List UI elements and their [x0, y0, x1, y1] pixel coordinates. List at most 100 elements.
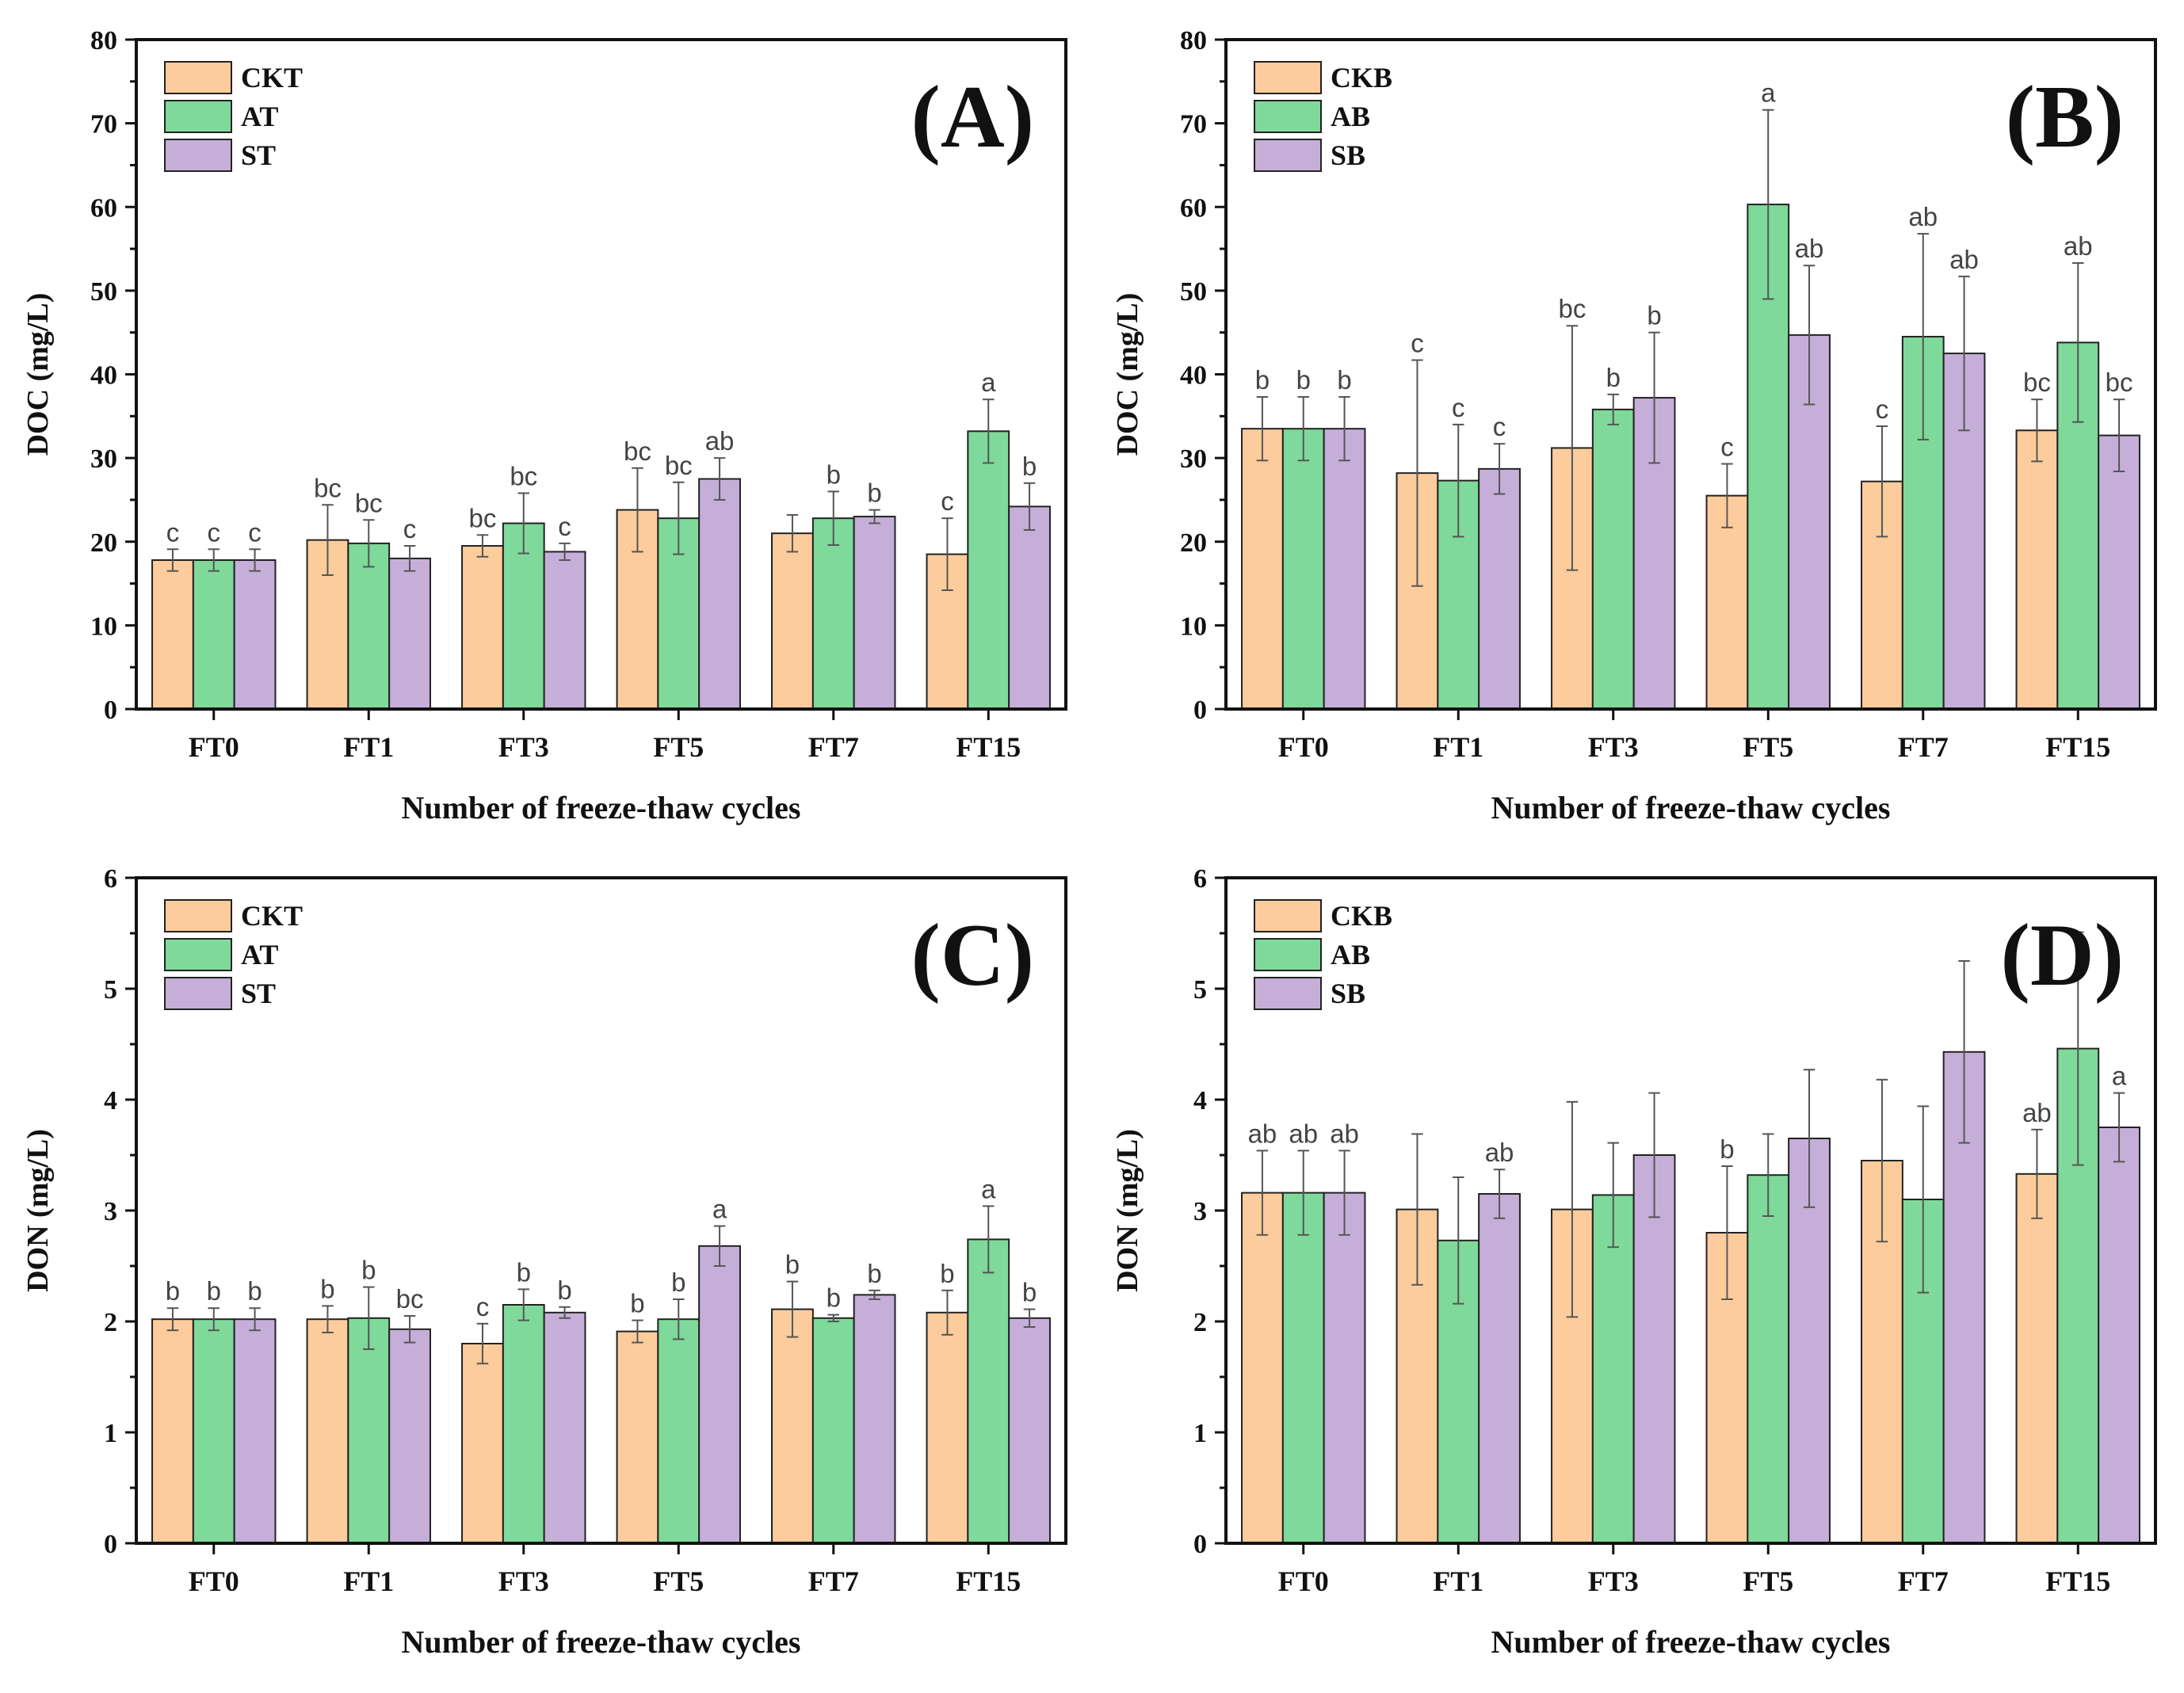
significance-letter: b [207, 1276, 221, 1306]
y-tick-label: 2 [104, 1308, 117, 1337]
significance-letter: bc [624, 437, 651, 466]
bar-sb-ft3 [1632, 1154, 1676, 1544]
bar-sb-ft0 [1323, 428, 1366, 710]
y-tick-label: 60 [90, 193, 117, 223]
bar-ckt-ft7 [771, 1308, 814, 1544]
significance-letter: a [2112, 1062, 2127, 1091]
significance-letter: ab [2064, 231, 2093, 261]
panel-label: (D) [2001, 906, 2124, 1005]
bar-at-ft0 [192, 559, 235, 710]
y-axis-title: DOC (mg/L) [21, 293, 55, 456]
significance-letter: ab [1289, 1119, 1318, 1148]
x-tick-label-ft5: FT5 [653, 1565, 704, 1597]
significance-letter: b [247, 1276, 262, 1306]
bar-ab-ft0 [1281, 428, 1325, 710]
legend-label-ckt: CKT [241, 900, 303, 932]
significance-letter: c [558, 512, 571, 541]
x-tick-label-ft15: FT15 [956, 731, 1021, 763]
x-axis-title: Number of freeze-thaw cycles [1491, 1624, 1891, 1660]
bar-sb-ft0 [1323, 1192, 1366, 1544]
legend-swatch-ckt [164, 61, 232, 94]
y-axis-title: DON (mg/L) [1111, 1129, 1144, 1292]
panel-label: (C) [911, 906, 1034, 1005]
significance-letter: b [1606, 363, 1621, 392]
y-tick-label: 0 [104, 696, 117, 725]
bar-ckb-ft0 [1241, 1192, 1284, 1544]
bar-sb-ft7 [1942, 353, 1986, 710]
significance-letter: b [940, 1259, 954, 1288]
x-tick-label-ft15: FT15 [2045, 1565, 2110, 1597]
significance-letter: c [476, 1292, 490, 1321]
significance-letter: b [867, 479, 881, 508]
legend-label-sb: SB [1331, 978, 1365, 1009]
bar-st-ft0 [233, 559, 277, 710]
x-tick-label-ft5: FT5 [653, 731, 704, 763]
bar-st-ft15 [1008, 1317, 1051, 1545]
bar-at-ft7 [811, 1317, 855, 1545]
y-tick-label: 3 [104, 1197, 117, 1226]
y-tick-label: 60 [1180, 193, 1207, 223]
x-tick-label-ft15: FT15 [2045, 731, 2110, 763]
significance-letter: b [166, 1276, 180, 1306]
y-tick-label: 40 [1180, 361, 1207, 391]
significance-letter: bc [469, 503, 497, 532]
legend-label-ckt: CKT [241, 62, 303, 93]
significance-letter: ab [705, 426, 735, 456]
significance-letter: bc [510, 461, 537, 490]
significance-letter: a [712, 1195, 727, 1224]
y-tick-label: 30 [90, 444, 117, 474]
y-tick-label: 40 [90, 361, 117, 391]
legend-swatch-ckt [164, 899, 232, 932]
significance-letter: a [981, 1174, 996, 1203]
x-tick-label-ft3: FT3 [498, 1565, 549, 1597]
significance-letter: c [1720, 433, 1734, 462]
bar-ckt-ft1 [306, 1318, 349, 1544]
significance-letter: c [248, 517, 262, 547]
legend-label-st: ST [241, 139, 276, 171]
y-axis-title: DOC (mg/L) [1111, 293, 1144, 456]
y-tick-label: 50 [1180, 277, 1207, 307]
y-tick-label: 5 [104, 975, 117, 1005]
y-tick-label: 50 [90, 277, 117, 307]
x-tick-label-ft7: FT7 [808, 731, 859, 763]
significance-letter: ab [1908, 202, 1938, 231]
bar-ckt-ft3 [461, 1343, 504, 1544]
x-tick-label-ft3: FT3 [498, 731, 549, 763]
x-tick-label-ft0: FT0 [189, 731, 239, 763]
panel-label: (B) [2006, 68, 2124, 166]
legend-label-at: AT [241, 939, 278, 970]
x-tick-label-ft7: FT7 [808, 1565, 859, 1597]
significance-letter: b [557, 1275, 571, 1305]
significance-letter: b [671, 1268, 685, 1297]
y-tick-label: 0 [1193, 1530, 1207, 1559]
bar-st-ft5 [698, 1245, 741, 1545]
y-tick-label: 4 [1193, 1086, 1207, 1115]
bar-sb-ft1 [1478, 1193, 1521, 1544]
significance-letter: c [941, 486, 954, 516]
significance-letter: b [517, 1257, 531, 1287]
significance-letter: bc [2106, 368, 2133, 397]
significance-letter: c [1493, 412, 1506, 441]
significance-letter: b [630, 1289, 644, 1318]
bar-ckt-ft0 [151, 1318, 194, 1544]
y-tick-label: 5 [1193, 975, 1207, 1005]
bar-sb-ft1 [1478, 467, 1521, 710]
y-tick-label: 3 [1193, 1197, 1207, 1226]
legend-swatch-ckb [1254, 899, 1322, 932]
significance-letter: ab [1795, 234, 1824, 263]
bar-ab-ft0 [1281, 1192, 1325, 1544]
x-tick-label-ft1: FT1 [343, 731, 394, 763]
plot-frame [1224, 876, 2157, 1545]
y-tick-label: 70 [90, 110, 117, 139]
bar-st-ft3 [543, 551, 586, 710]
y-axis-title: DON (mg/L) [21, 1129, 55, 1292]
legend-label-st: ST [241, 978, 276, 1009]
y-tick-label: 6 [1193, 864, 1207, 894]
legend-label-ckb: CKB [1331, 900, 1392, 932]
x-tick-label-ft7: FT7 [1898, 1565, 1949, 1597]
bar-st-ft15 [1008, 505, 1051, 711]
